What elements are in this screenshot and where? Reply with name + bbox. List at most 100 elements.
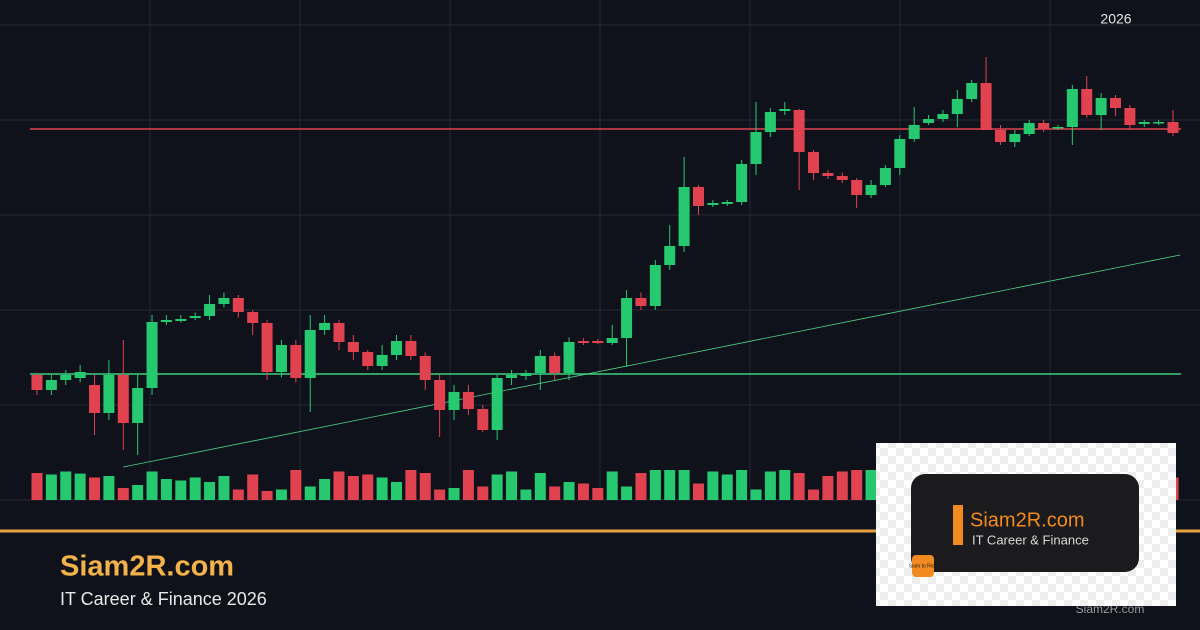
candle-body — [448, 392, 460, 410]
candle-body — [692, 187, 704, 206]
candle-body — [851, 180, 863, 195]
brand-title: Siam2R.com — [60, 551, 234, 583]
candle-body — [750, 132, 762, 164]
volume-bar — [117, 488, 129, 500]
candle-body — [621, 298, 633, 338]
candle-body — [160, 320, 172, 322]
volume-bar — [419, 473, 431, 500]
candle-body — [635, 298, 647, 306]
volume-bar — [750, 489, 762, 500]
candle-body — [362, 352, 374, 366]
volume-bar — [865, 470, 877, 500]
candle-body — [822, 173, 834, 176]
volume-bar — [391, 482, 402, 500]
candle-body — [1009, 134, 1021, 142]
candle-body — [275, 345, 287, 372]
candle-body — [204, 304, 216, 316]
volume-bar — [621, 486, 633, 500]
volume-bar — [506, 471, 518, 500]
candle-body — [923, 119, 935, 123]
candle-body — [879, 168, 891, 185]
candle-body — [45, 380, 57, 390]
candle-body — [779, 109, 791, 111]
grid — [0, 0, 1200, 501]
volume-bar — [606, 471, 618, 500]
candle-body — [74, 372, 86, 378]
candle-body — [477, 409, 489, 430]
candle-body — [103, 375, 115, 413]
candle-body — [808, 152, 820, 173]
volume-bar — [434, 489, 446, 500]
volume-bar — [333, 471, 345, 500]
volume-bar — [319, 479, 331, 500]
candle-body — [89, 385, 101, 413]
volume-bar — [793, 473, 805, 500]
volume-bar — [491, 474, 503, 500]
candle-body — [506, 375, 518, 378]
volume-bar — [707, 471, 719, 500]
volume-bar — [822, 476, 834, 500]
candle-body — [376, 355, 388, 366]
trend-line — [123, 254, 1181, 468]
volume-bar — [721, 474, 733, 500]
badge-icon-label: Siam to Rich — [909, 563, 938, 569]
volume-bar — [146, 471, 158, 500]
volume-bar — [218, 476, 230, 500]
volume-bar — [592, 488, 604, 500]
candle-body — [189, 316, 201, 318]
candle-body — [577, 341, 589, 343]
volume-bar — [290, 470, 302, 500]
volume-bar — [462, 470, 474, 500]
candle-body — [736, 164, 748, 202]
candle-body — [1153, 122, 1165, 124]
volume-bar — [563, 482, 575, 500]
candle-body — [419, 356, 431, 380]
candle-body — [146, 322, 158, 388]
candle-body — [1110, 98, 1121, 108]
candle-body — [304, 330, 316, 378]
badge-card — [911, 474, 1139, 572]
candle-body — [347, 342, 359, 352]
candle-body — [391, 341, 402, 355]
candle-body — [908, 125, 920, 139]
candle-body — [1066, 89, 1078, 127]
badge-bar — [953, 505, 963, 545]
volume-bar — [405, 470, 417, 500]
volume-bar — [160, 479, 172, 500]
candle-body — [836, 176, 848, 180]
candle-body — [764, 112, 776, 132]
volume-bar — [362, 474, 374, 500]
candle-body — [491, 378, 503, 430]
candle-body — [1038, 123, 1050, 129]
badge-subtitle: IT Career & Finance — [972, 532, 1089, 547]
candle-body — [649, 265, 661, 306]
candle-body — [117, 375, 129, 423]
volume-bar — [678, 470, 690, 500]
volume-bar — [247, 474, 259, 500]
volume-bar — [89, 477, 101, 500]
candle-body — [937, 114, 949, 119]
volume-bar — [275, 489, 287, 500]
candle-body — [333, 323, 345, 342]
candle-body — [793, 110, 805, 152]
volume-bar — [347, 476, 359, 500]
volume-bar — [664, 470, 676, 500]
volume-bar — [851, 470, 863, 500]
candle-body — [405, 341, 417, 356]
candle-body — [232, 298, 244, 312]
year-label: 2026 — [1100, 11, 1131, 27]
volume-bar — [448, 488, 460, 500]
volume-bar — [232, 489, 244, 500]
candle-body — [1023, 123, 1035, 134]
badge-icon — [912, 555, 934, 577]
volume-bar — [175, 480, 187, 500]
candle-body — [175, 319, 187, 321]
candle-body — [261, 323, 273, 372]
candle-body — [1167, 122, 1179, 133]
volume-bar — [74, 473, 86, 500]
candle-body — [606, 338, 618, 343]
volume-bar — [779, 470, 791, 500]
badge-title: Siam2R.com — [970, 509, 1084, 531]
